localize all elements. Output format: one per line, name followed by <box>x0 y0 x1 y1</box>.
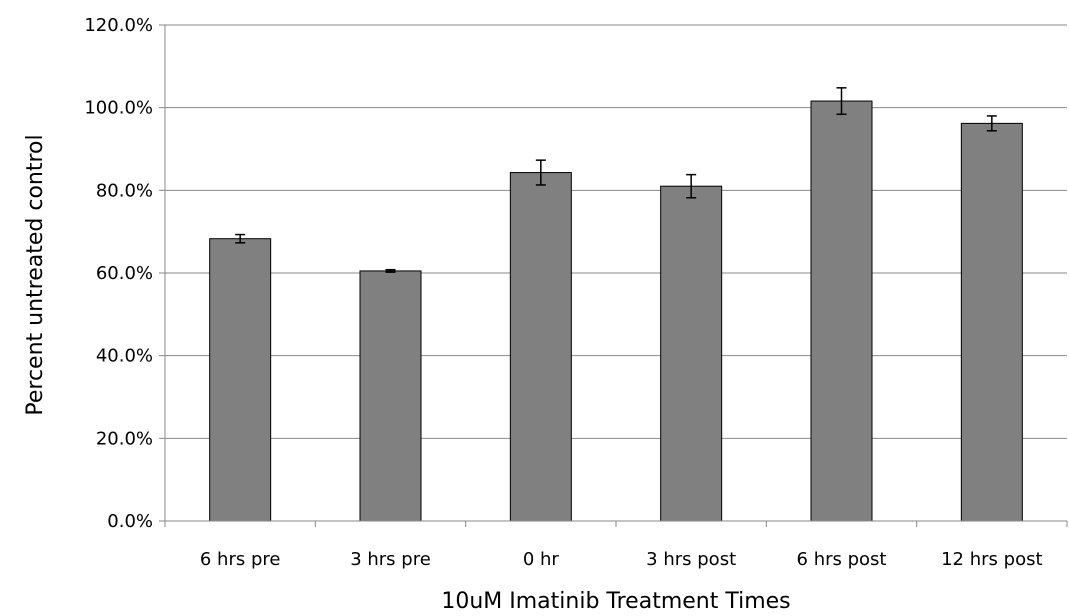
gridlines <box>165 24 1067 439</box>
bar <box>359 270 422 522</box>
x-tick-label: 6 hrs pre <box>200 549 281 570</box>
x-tick-label: 12 hrs post <box>941 549 1042 570</box>
y-tick-label: 0.0% <box>107 511 153 532</box>
bar <box>960 122 1023 522</box>
y-tick-label: 40.0% <box>96 346 153 367</box>
x-axis-title: 10uM Imatinib Treatment Times <box>441 589 790 614</box>
bar <box>660 185 723 522</box>
bars <box>209 100 1023 522</box>
error-bars <box>235 87 997 273</box>
y-tick-label: 100.0% <box>84 98 153 119</box>
x-tick-labels: 6 hrs pre 3 hrs pre 0 hr 3 hrs post 6 hrs po… <box>200 549 1043 570</box>
x-tick-label: 3 hrs post <box>646 549 736 570</box>
y-tick-label: 20.0% <box>96 428 153 449</box>
x-tick-label: 6 hrs post <box>797 549 887 570</box>
bar <box>810 100 873 522</box>
y-tick-label: 80.0% <box>96 180 153 201</box>
y-tick-label: 60.0% <box>96 263 153 284</box>
bar <box>509 172 572 522</box>
axes <box>159 24 1068 527</box>
bar <box>209 238 272 522</box>
y-axis-title: Percent untreated control <box>23 134 48 415</box>
y-tick-labels: 0.0% 20.0% 40.0% 60.0% 80.0% 100.0% 120.0% <box>84 15 153 532</box>
x-tick-label: 3 hrs pre <box>350 549 431 570</box>
y-tick-label: 120.0% <box>84 15 153 36</box>
x-tick-label: 0 hr <box>523 549 560 570</box>
